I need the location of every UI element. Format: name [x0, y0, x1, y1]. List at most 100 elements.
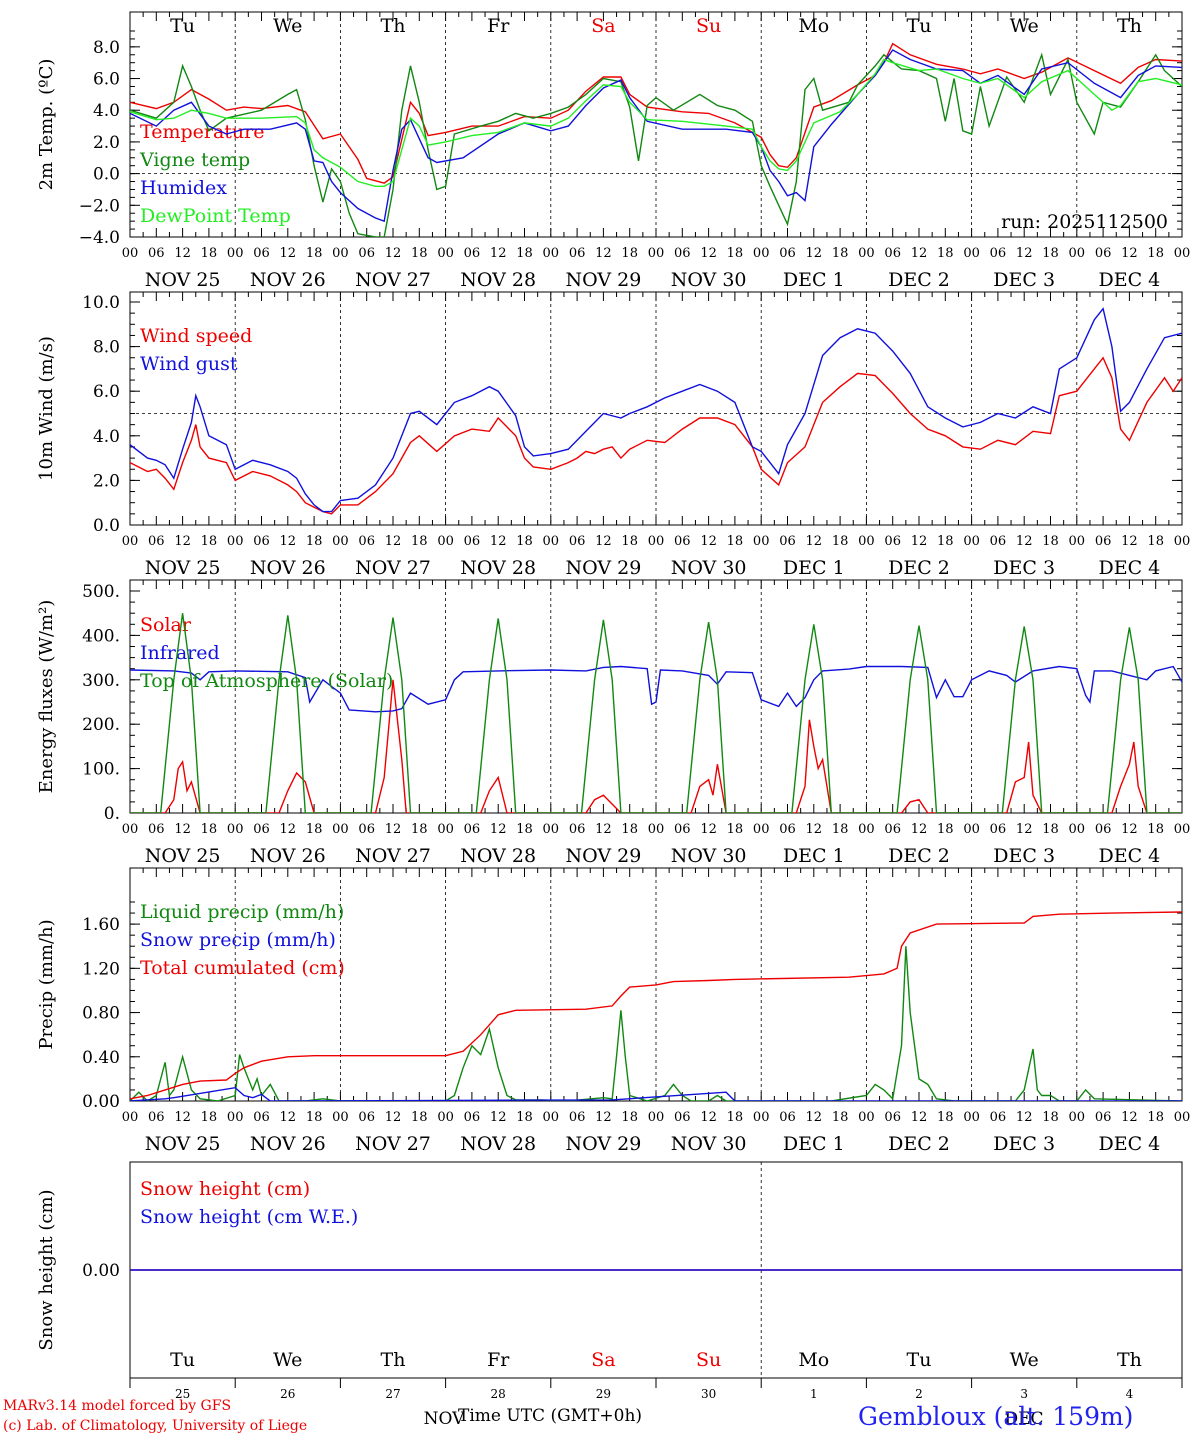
hour-tick-label: 18: [1147, 534, 1164, 549]
hour-tick-label: 00: [227, 822, 244, 837]
legend-top-of-atmosphere-solar-: Top of Atmosphere (Solar): [140, 670, 393, 692]
day-number: 28: [491, 1387, 506, 1401]
series-line-total-cumulated-cm-: [130, 911, 1182, 1100]
hour-tick-label: 18: [306, 246, 323, 261]
hour-tick-label: 06: [990, 1110, 1007, 1125]
hour-tick-label: 00: [1174, 534, 1191, 549]
hour-tick-label: 06: [358, 246, 375, 261]
model-credit: MARv3.14 model forced by GFS: [3, 1398, 232, 1414]
series-line-solar: [130, 679, 1182, 813]
date-label: DEC 3: [993, 845, 1055, 867]
weekday-label: Th: [1117, 15, 1142, 37]
hour-tick-label: 12: [1121, 1110, 1138, 1125]
hour-tick-label: 18: [306, 1110, 323, 1125]
date-label: NOV 30: [671, 1133, 747, 1155]
hour-tick-label: 12: [806, 822, 823, 837]
series-line-wind-gust: [130, 307, 1182, 513]
day-number: 29: [596, 1387, 611, 1401]
hour-tick-label: 00: [963, 534, 980, 549]
hour-tick-label: 06: [674, 534, 691, 549]
hour-tick-label: 00: [1069, 822, 1086, 837]
date-label: NOV 26: [250, 845, 326, 867]
y-tick-label: 0.00: [82, 1092, 120, 1112]
y-tick-label: 4.0: [93, 101, 120, 121]
legend-snow-height-cm-: Snow height (cm): [140, 1178, 310, 1200]
day-number: 2: [915, 1387, 923, 1401]
hour-tick-label: 06: [464, 1110, 481, 1125]
y-tick-label: 300.: [82, 671, 120, 691]
hour-tick-label: 18: [411, 246, 428, 261]
hour-tick-label: 00: [332, 1110, 349, 1125]
y-tick-label: −2.0: [79, 196, 120, 216]
hour-tick-label: 00: [227, 246, 244, 261]
hour-tick-label: 12: [174, 822, 191, 837]
date-label: NOV 29: [565, 557, 641, 579]
weekday-label: Sa: [591, 1349, 615, 1371]
date-label: NOV 27: [355, 845, 431, 867]
x-axis-title: Time UTC (GMT+0h): [458, 1406, 643, 1426]
series-line-humidex: [130, 49, 1182, 223]
hour-tick-label: 12: [174, 246, 191, 261]
date-label: NOV 26: [250, 557, 326, 579]
hour-tick-label: 06: [779, 1110, 796, 1125]
hour-tick-label: 00: [858, 246, 875, 261]
hour-tick-label: 06: [253, 1110, 270, 1125]
date-label: DEC 3: [993, 557, 1055, 579]
hour-tick-label: 12: [595, 246, 612, 261]
y-axis-title: Precip (mm/h): [36, 919, 57, 1049]
y-tick-label: 0.80: [82, 1004, 120, 1024]
y-tick-label: 0.00: [82, 1261, 120, 1281]
hour-tick-label: 00: [332, 822, 349, 837]
legend-solar: Solar: [140, 614, 192, 636]
hour-tick-label: 12: [385, 534, 402, 549]
weekday-label: Su: [696, 15, 721, 37]
hour-tick-label: 06: [884, 534, 901, 549]
date-label: DEC 2: [888, 845, 950, 867]
hour-tick-label: 12: [385, 246, 402, 261]
hour-tick-label: 18: [516, 534, 533, 549]
hour-tick-label: 12: [1121, 246, 1138, 261]
hour-tick-label: 06: [464, 246, 481, 261]
hour-tick-label: 00: [963, 246, 980, 261]
date-label: NOV 27: [355, 269, 431, 291]
hour-tick-label: 12: [1121, 534, 1138, 549]
hour-tick-label: 18: [516, 246, 533, 261]
hour-tick-label: 06: [358, 1110, 375, 1125]
hour-tick-label: 12: [490, 246, 507, 261]
hour-tick-label: 18: [727, 822, 744, 837]
date-label: NOV 29: [565, 269, 641, 291]
hour-tick-label: 00: [122, 534, 139, 549]
date-label: NOV 25: [145, 1133, 221, 1155]
date-label: DEC 2: [888, 557, 950, 579]
date-label: NOV 29: [565, 845, 641, 867]
series-line-wind-speed: [130, 356, 1182, 515]
date-label: DEC 3: [993, 269, 1055, 291]
series-line-infrared: [130, 665, 1182, 713]
hour-tick-label: 00: [648, 822, 665, 837]
date-label: NOV 28: [460, 845, 536, 867]
hour-tick-label: 18: [516, 822, 533, 837]
lab-credit: (c) Lab. of Climatology, University of L…: [3, 1418, 308, 1434]
hour-tick-label: 12: [385, 822, 402, 837]
date-label: NOV 28: [460, 269, 536, 291]
y-tick-label: 1.60: [82, 915, 120, 935]
hour-tick-label: 00: [122, 822, 139, 837]
weekday-label: Tu: [907, 1349, 932, 1371]
date-label: DEC 4: [1099, 269, 1161, 291]
date-label: NOV 30: [671, 269, 747, 291]
hour-tick-label: 06: [1095, 534, 1112, 549]
hour-tick-label: 06: [464, 534, 481, 549]
legend-total-cumulated-cm-: Total cumulated (cm): [140, 957, 345, 979]
hour-tick-label: 06: [464, 822, 481, 837]
hour-tick-label: 18: [1147, 822, 1164, 837]
hour-tick-label: 00: [332, 534, 349, 549]
hour-tick-label: 06: [1095, 822, 1112, 837]
weekday-label: We: [1010, 15, 1039, 37]
hour-tick-label: 12: [595, 822, 612, 837]
series-line-temperature: [130, 42, 1182, 184]
hour-tick-label: 00: [437, 1110, 454, 1125]
hour-tick-label: 12: [1121, 822, 1138, 837]
hour-tick-label: 00: [543, 246, 560, 261]
y-tick-label: 0.: [104, 804, 120, 824]
hour-tick-label: 12: [174, 534, 191, 549]
